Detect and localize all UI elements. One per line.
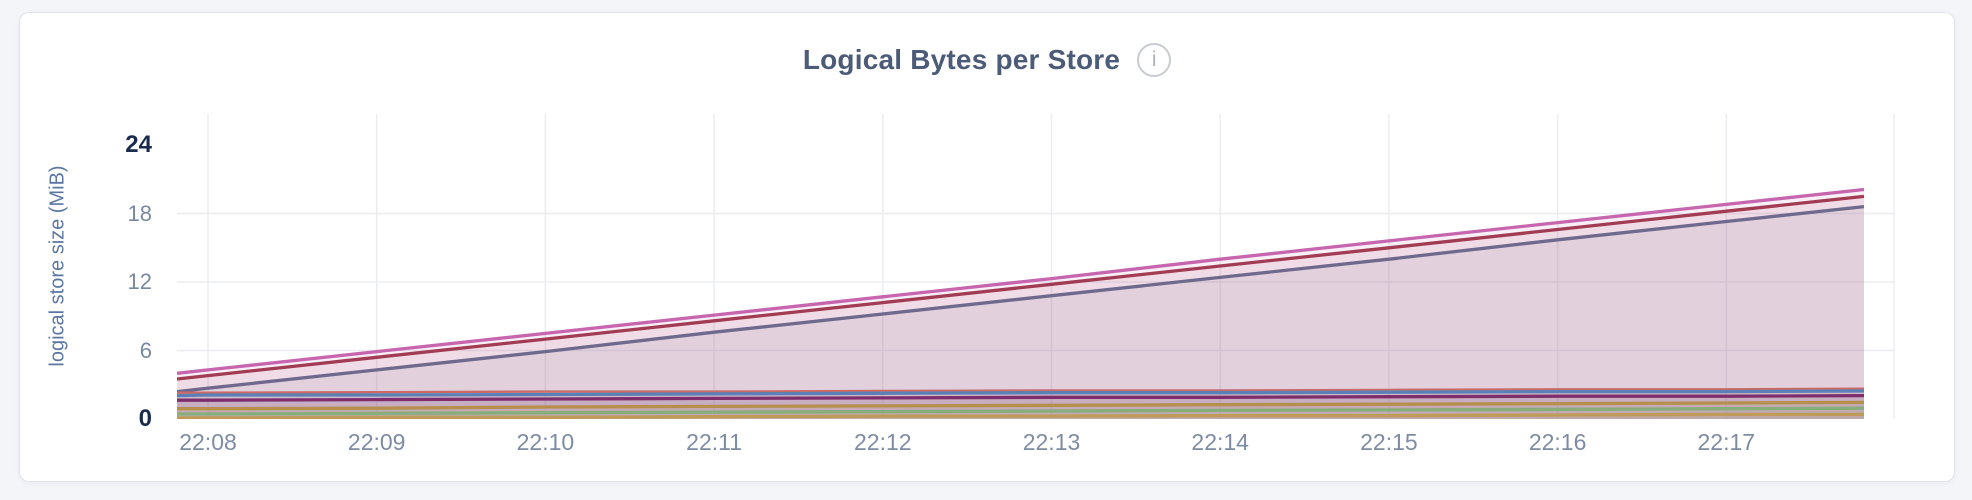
series-line-green [177,406,1865,416]
x-tick-label: 22:13 [1022,429,1081,455]
x-tick-label: 22:14 [1191,429,1249,455]
series-line-dark-magenta [177,393,1865,402]
series-area-pink [177,189,1864,419]
series-line-crimson [177,194,1865,381]
x-tick-label: 22:16 [1528,429,1587,455]
x-tick-label: 22:11 [686,429,743,455]
series-line-salmon [177,387,1865,394]
series-line-tan [177,412,1864,419]
x-tick-label: 22:17 [1697,429,1756,455]
series-line-pink [177,187,1865,375]
x-tick-label: 22:15 [1360,429,1418,455]
chart-title: Logical Bytes per Store [802,44,1121,75]
series-line-steel-blue [177,389,1865,398]
series-line-gold [177,400,1865,411]
y-tick-label: 12 [127,269,152,294]
series-line-slate-purple [177,204,1865,394]
chart-header: Logical Bytes per Store i [20,43,1954,77]
y-tick-label: 0 [138,405,152,432]
chart-plot[interactable] [177,114,1895,419]
y-axis-title: logical store size (MiB) [46,165,69,367]
x-tick-label: 22:09 [347,429,406,455]
info-icon[interactable]: i [1137,43,1172,77]
series-lines-group [177,187,1865,419]
y-tick-label: 6 [139,337,152,363]
x-tick-label: 22:12 [854,429,912,455]
gridlines-group [177,114,1895,419]
series-area-slate-purple [177,206,1864,419]
x-tick-label: 22:10 [516,429,575,455]
chart-card: Logical Bytes per Store i logical store … [19,12,1955,482]
y-tick-label: 18 [127,200,152,226]
y-tick-label: 24 [125,131,152,158]
x-tick-label: 22:08 [179,429,237,455]
